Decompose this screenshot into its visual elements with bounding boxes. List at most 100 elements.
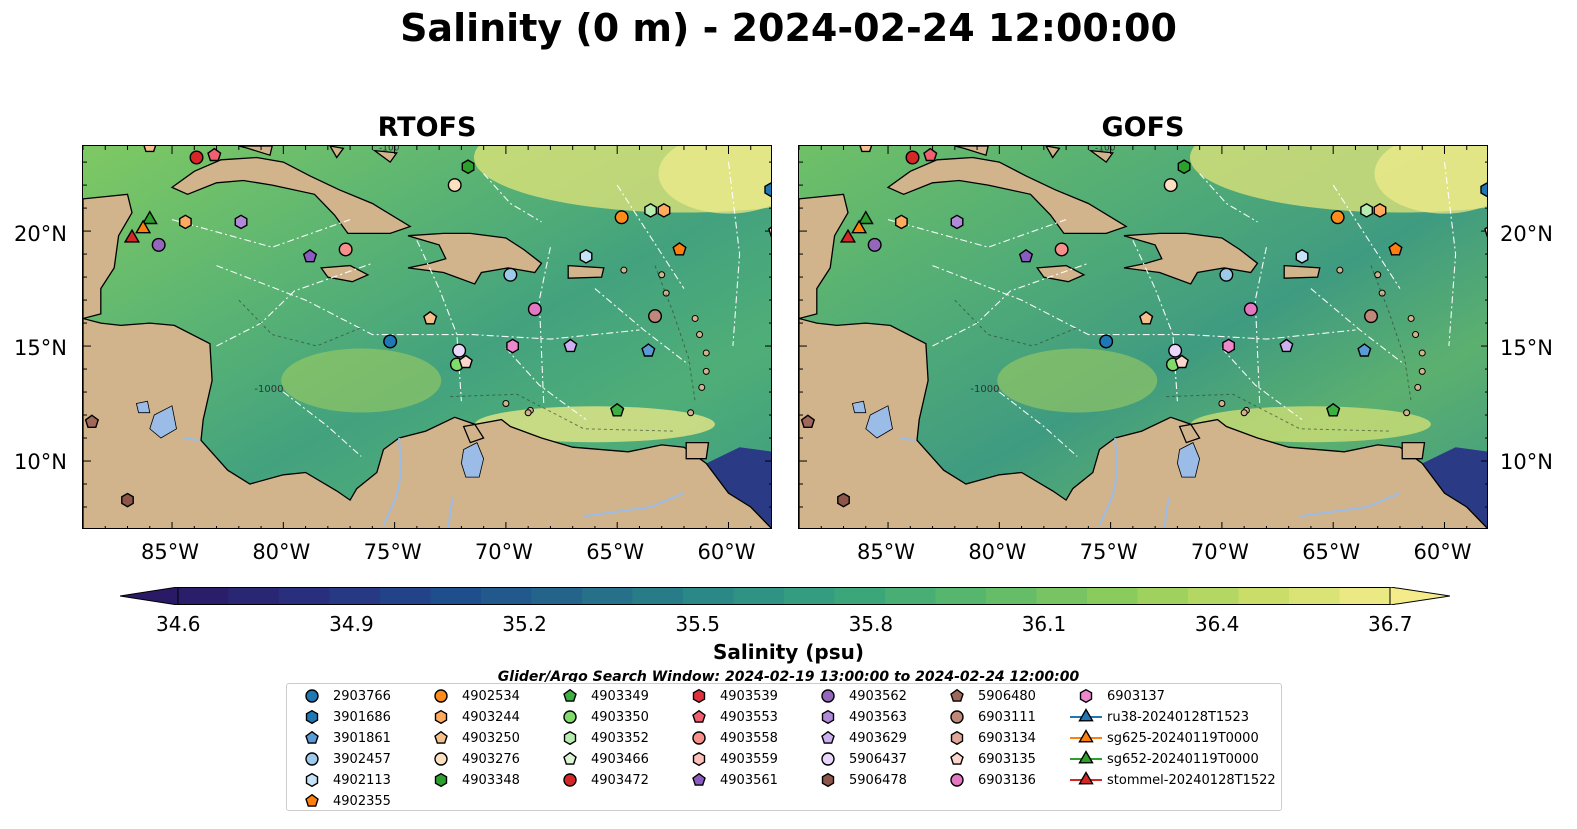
legend-item: 4903244	[424, 707, 520, 727]
island	[698, 383, 706, 391]
legend-label: 4902355	[333, 793, 391, 809]
marker-4902113	[579, 248, 593, 264]
marker-4903244	[1373, 202, 1387, 218]
colorbar-tick-label: 35.2	[502, 612, 547, 636]
marker-stommel-20240128T1522	[839, 228, 857, 243]
colorbar-tick-label: 36.7	[1368, 612, 1413, 636]
marker-3901686	[764, 182, 771, 198]
map-panel-rtofs[interactable]: -100 -1000	[82, 145, 772, 529]
legend-item: 6903135	[940, 749, 1036, 769]
legend-marker-shape	[950, 688, 964, 702]
eez-boundary	[171, 219, 351, 248]
colorbar-segment	[834, 587, 886, 605]
island	[1240, 409, 1248, 417]
colorbar-segment	[733, 587, 785, 605]
eez-boundary	[616, 184, 685, 289]
colorbar-tick-label: 36.4	[1194, 612, 1240, 636]
legend-marker	[1079, 688, 1093, 704]
marker-2903766	[1099, 334, 1114, 349]
legend-marker-shape	[305, 709, 319, 725]
colorbar-segment	[1137, 587, 1189, 605]
marker-sg625-20240119T0000	[851, 219, 868, 234]
panel-title-rtofs: RTOFS	[377, 112, 477, 143]
panel-title-gofs: GOFS	[1101, 112, 1185, 143]
marker-4902534	[1330, 210, 1345, 225]
marker-3902457	[1219, 267, 1234, 282]
river-line	[1163, 497, 1170, 528]
island	[1407, 314, 1415, 322]
land-polygon	[567, 264, 605, 279]
contour-label: -100	[1095, 146, 1116, 154]
legend-marker	[434, 709, 448, 725]
legend-label: 4903244	[462, 709, 520, 725]
island	[702, 349, 710, 357]
eez-boundary	[282, 391, 362, 457]
marker-4903629	[563, 338, 578, 353]
legend-marker	[950, 710, 964, 724]
legend-label: 4903352	[591, 730, 649, 746]
island	[662, 289, 670, 297]
legend-item: ru38-20240128T1523	[1069, 707, 1249, 727]
lake-polygon	[1176, 442, 1201, 478]
legend-item: 4902355	[295, 791, 391, 811]
marker-stommel-20240128T1522	[123, 228, 141, 243]
legend-marker-shape	[434, 709, 448, 725]
land-polygon	[886, 156, 1128, 235]
legend-label: 4903558	[720, 730, 778, 746]
legend-label: 4903466	[591, 751, 649, 767]
lat-label-left-10: 10°N	[14, 450, 67, 474]
legend-label: 4903349	[591, 688, 649, 704]
river-line	[899, 437, 915, 442]
legend-item: 4903348	[424, 770, 520, 790]
marker-4903629	[1279, 338, 1294, 353]
lon-label-gofs-85w: 85°W	[857, 540, 916, 564]
legend-label: 4903350	[591, 709, 649, 725]
colorbar-extend-high	[1389, 587, 1450, 605]
legend-marker	[1070, 750, 1102, 764]
marker-6903137	[506, 338, 519, 354]
marker-sg652-20240119T0000	[857, 210, 874, 225]
marker-4903472	[189, 150, 204, 165]
marker-4903244	[657, 202, 671, 218]
bathymetry-contour	[954, 299, 1078, 347]
marker-4903348	[1177, 159, 1191, 175]
legend-item: 4903629	[811, 728, 907, 748]
legend-label: 2903766	[333, 688, 391, 704]
marker-6903135	[1484, 226, 1487, 238]
colorbar-segment	[885, 587, 936, 605]
legend-marker	[563, 688, 577, 702]
river-line	[382, 437, 403, 526]
legend-item: 6903111	[940, 707, 1036, 727]
legend-marker	[1070, 771, 1102, 785]
lat-label-right-20: 20°N	[1500, 222, 1553, 246]
land-polygon	[1045, 146, 1061, 159]
legend-label: 4903629	[849, 730, 907, 746]
legend-item: 3901861	[295, 728, 391, 748]
bathymetry-contour	[654, 265, 696, 402]
marker-6903137	[1222, 338, 1235, 354]
eez-boundary	[1221, 347, 1303, 421]
marker-4903244	[178, 214, 192, 230]
legend-marker-shape	[1078, 708, 1094, 722]
map-panel-gofs[interactable]: -100 -1000	[798, 145, 1488, 529]
legend-marker-shape	[950, 773, 964, 787]
legend-marker	[305, 772, 319, 788]
colorbar-segment	[531, 587, 583, 605]
marker-4903562	[151, 237, 166, 252]
marker-5906437	[1168, 343, 1183, 358]
river-line	[1299, 492, 1401, 518]
legend-marker-shape	[563, 710, 577, 724]
legend-marker	[821, 709, 835, 725]
contour-label: -100	[379, 146, 400, 154]
lon-label-gofs-60w: 60°W	[1413, 540, 1472, 564]
legend-item: 5906478	[811, 770, 907, 790]
legend-label: 6903111	[978, 709, 1036, 725]
legend-marker	[950, 751, 964, 765]
bathymetry-contour	[238, 299, 362, 347]
lon-label-rtofs-75w: 75°W	[363, 540, 422, 564]
legend-marker-shape	[563, 751, 577, 765]
marker-4903349	[1326, 402, 1341, 417]
legend-label: 4903472	[591, 772, 649, 788]
legend-label: 3902457	[333, 751, 391, 767]
legend-item: sg652-20240119T0000	[1069, 749, 1259, 769]
